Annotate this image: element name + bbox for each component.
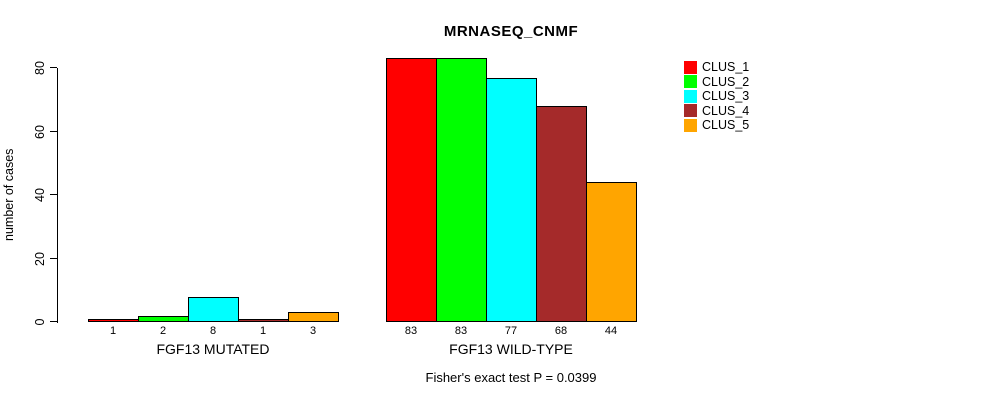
bar-clus_2-group0: [138, 315, 189, 322]
bar-clus_2-group1: [436, 58, 487, 322]
y-tick-mark-20: [50, 257, 57, 259]
bar-value-label: 77: [504, 325, 518, 337]
y-tick-label-40: 40: [33, 188, 47, 202]
group-label-fgf13-mutated: FGF13 MUTATED: [156, 341, 270, 357]
legend: CLUS_1 CLUS_2 CLUS_3 CLUS_4 CLUS_5: [684, 60, 749, 133]
y-tick-label-80: 80: [33, 61, 47, 75]
y-tick-mark-60: [50, 130, 57, 132]
legend-swatch-icon: [684, 75, 697, 89]
y-tick-mark-80: [50, 67, 57, 69]
legend-swatch-icon: [684, 89, 697, 103]
bar-value-label: 68: [554, 325, 568, 337]
chart-title: MRNASEQ_CNMF: [443, 23, 579, 40]
legend-swatch-icon: [684, 60, 697, 74]
bar-clus_4-group0: [238, 318, 289, 322]
y-axis-line: [57, 68, 58, 323]
bar-value-label: 1: [259, 325, 267, 337]
legend-item-clus_3: CLUS_3: [684, 89, 749, 104]
bar-value-label: 8: [209, 325, 217, 337]
bar-value-label: 83: [404, 325, 418, 337]
y-tick-label-0: 0: [33, 318, 47, 326]
bar-clus_1-group1: [386, 58, 437, 322]
y-axis-label: number of cases: [2, 148, 16, 242]
pvalue-subtitle: Fisher's exact test P = 0.0399: [425, 370, 597, 385]
bar-clus_3-group0: [188, 296, 239, 322]
y-tick-label-20: 20: [33, 251, 47, 266]
bar-clus_3-group1: [486, 77, 537, 322]
legend-label: CLUS_5: [702, 118, 750, 133]
bar-value-label: 83: [454, 325, 468, 337]
legend-item-clus_4: CLUS_4: [684, 104, 749, 119]
bar-clus_5-group1: [586, 182, 637, 322]
bar-value-label: 1: [109, 325, 117, 337]
y-tick-mark-0: [50, 321, 57, 323]
y-tick-mark-40: [50, 194, 57, 196]
legend-swatch-icon: [684, 118, 697, 132]
bar-clus_4-group1: [536, 106, 587, 322]
bar-value-label: 2: [159, 325, 167, 337]
bar-value-label: 3: [309, 325, 317, 337]
bar-clus_1-group0: [88, 318, 139, 322]
legend-item-clus_2: CLUS_2: [684, 75, 749, 90]
legend-item-clus_5: CLUS_5: [684, 118, 749, 133]
legend-label: CLUS_3: [702, 89, 750, 104]
legend-label: CLUS_4: [702, 103, 750, 118]
bar-clus_5-group0: [288, 312, 339, 322]
legend-item-clus_1: CLUS_1: [684, 60, 749, 75]
legend-swatch-icon: [684, 104, 697, 118]
y-tick-label-60: 60: [33, 124, 47, 139]
legend-label: CLUS_1: [702, 60, 750, 75]
bar-value-label: 44: [604, 325, 618, 337]
group-label-fgf13-wild-type: FGF13 WILD-TYPE: [449, 341, 573, 357]
legend-label: CLUS_2: [702, 74, 750, 89]
